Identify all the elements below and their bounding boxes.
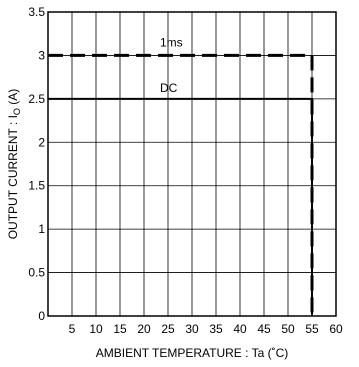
y-tick-label: 3 bbox=[38, 48, 45, 62]
y-tick-label: 0.5 bbox=[28, 266, 45, 280]
x-tick-label: 5 bbox=[69, 322, 76, 336]
x-tick-label: 10 bbox=[89, 322, 103, 336]
series-line-dc bbox=[48, 97, 313, 316]
x-tick-label: 35 bbox=[209, 322, 223, 336]
x-tick-label: 30 bbox=[185, 322, 199, 336]
x-tick-label: 40 bbox=[233, 322, 247, 336]
x-tick-label: 60 bbox=[329, 322, 343, 336]
x-tick-label: 45 bbox=[257, 322, 271, 336]
series-label-dc: DC bbox=[160, 81, 178, 95]
y-axis-label-subscript: O bbox=[12, 108, 22, 115]
tick-labels: 5 10 15 20 25 30 35 40 45 50 55 60 0 0.5 1 1.5 2 2.5 3 3.5 bbox=[28, 5, 343, 336]
x-tick-label: 15 bbox=[113, 322, 127, 336]
x-axis-label: AMBIENT TEMPERATURE : Ta (˚C) bbox=[96, 346, 288, 360]
series-label-1ms: 1ms bbox=[160, 35, 183, 49]
y-axis-label-suffix: (A) bbox=[6, 89, 20, 108]
x-tick-label: 20 bbox=[137, 322, 151, 336]
y-tick-label: 2.5 bbox=[28, 92, 45, 106]
y-tick-label: 1 bbox=[38, 222, 45, 236]
y-tick-label: 2 bbox=[38, 135, 45, 149]
y-axis-label-prefix: OUTPUT CURRENT : I bbox=[6, 115, 20, 239]
series-layer bbox=[48, 53, 314, 316]
plot-frame bbox=[47, 11, 337, 317]
x-tick-label: 55 bbox=[305, 322, 319, 336]
y-tick-label: 0 bbox=[38, 309, 45, 323]
y-tick-label: 1.5 bbox=[28, 179, 45, 193]
y-tick-label: 3.5 bbox=[28, 5, 45, 19]
y-axis-label: OUTPUT CURRENT : IO (A) bbox=[6, 89, 22, 240]
series-line-1ms bbox=[48, 53, 314, 316]
x-tick-label: 50 bbox=[281, 322, 295, 336]
chart-grid bbox=[48, 12, 336, 316]
x-tick-label: 25 bbox=[161, 322, 175, 336]
